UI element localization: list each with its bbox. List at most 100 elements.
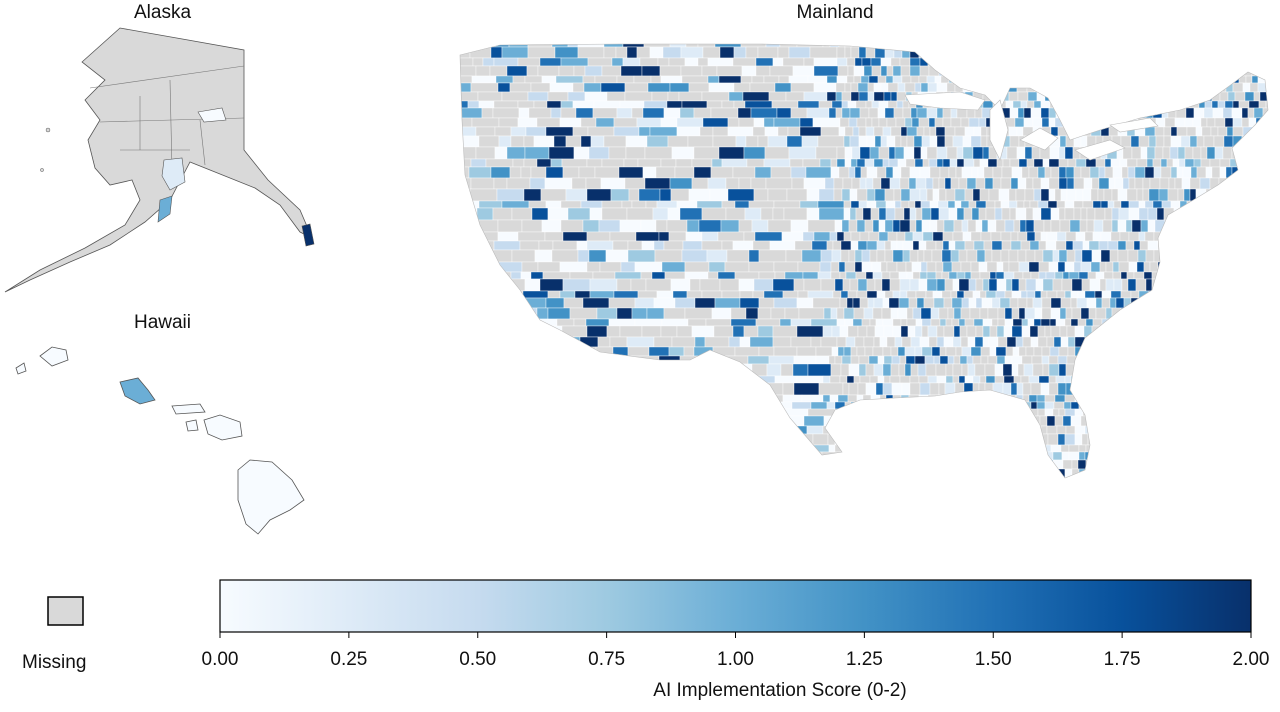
county bbox=[1180, 91, 1188, 102]
county bbox=[460, 57, 474, 67]
county bbox=[1155, 394, 1164, 403]
county bbox=[1224, 100, 1234, 109]
county bbox=[787, 126, 801, 137]
county bbox=[479, 307, 493, 320]
county bbox=[1265, 100, 1268, 109]
county bbox=[1239, 415, 1249, 427]
county bbox=[1212, 307, 1224, 320]
county bbox=[799, 126, 822, 137]
county bbox=[945, 433, 956, 446]
county bbox=[994, 375, 1005, 384]
county bbox=[1150, 318, 1159, 327]
county bbox=[607, 355, 636, 365]
county bbox=[1119, 231, 1130, 242]
county bbox=[573, 318, 587, 327]
county bbox=[803, 91, 828, 102]
county bbox=[1243, 177, 1255, 190]
county bbox=[1091, 107, 1101, 119]
county bbox=[1006, 468, 1014, 478]
county bbox=[656, 394, 685, 403]
alaska-shape bbox=[4, 27, 313, 293]
county bbox=[846, 297, 854, 309]
county bbox=[964, 240, 975, 251]
county bbox=[1084, 290, 1096, 299]
county bbox=[975, 46, 987, 59]
county bbox=[836, 75, 848, 84]
county bbox=[1021, 459, 1031, 470]
county bbox=[609, 336, 628, 348]
county bbox=[1144, 451, 1153, 461]
county bbox=[751, 75, 765, 84]
county bbox=[1252, 188, 1264, 202]
county bbox=[1174, 480, 1182, 492]
county bbox=[1261, 325, 1268, 338]
county bbox=[1138, 200, 1146, 209]
county bbox=[1133, 346, 1142, 357]
county bbox=[1198, 363, 1209, 377]
county bbox=[1040, 290, 1048, 299]
county bbox=[1234, 207, 1246, 221]
county bbox=[1098, 363, 1107, 377]
county bbox=[867, 91, 875, 102]
county bbox=[928, 65, 940, 77]
county bbox=[1225, 346, 1233, 357]
county bbox=[1092, 408, 1102, 417]
county bbox=[1144, 75, 1154, 84]
county bbox=[1129, 82, 1141, 93]
county bbox=[1106, 459, 1115, 470]
county bbox=[864, 401, 876, 410]
county bbox=[936, 82, 948, 93]
county bbox=[588, 249, 607, 263]
county bbox=[561, 325, 588, 338]
county bbox=[953, 65, 963, 77]
county bbox=[668, 231, 687, 242]
county bbox=[1092, 459, 1102, 470]
county bbox=[975, 325, 984, 338]
county bbox=[633, 451, 656, 461]
county bbox=[654, 451, 672, 461]
county bbox=[764, 126, 779, 137]
alaska-title: Alaska bbox=[133, 2, 192, 23]
county bbox=[748, 261, 775, 273]
county bbox=[684, 271, 709, 280]
county bbox=[900, 135, 908, 148]
county bbox=[940, 459, 951, 470]
county bbox=[460, 271, 466, 280]
county bbox=[1056, 200, 1066, 209]
county bbox=[1120, 271, 1128, 280]
county bbox=[884, 401, 892, 410]
county bbox=[738, 177, 752, 190]
county bbox=[1054, 394, 1066, 403]
county bbox=[818, 382, 844, 396]
county bbox=[842, 177, 853, 190]
county bbox=[779, 44, 798, 48]
missing-label: Missing bbox=[22, 652, 87, 673]
county bbox=[1092, 346, 1100, 357]
county bbox=[949, 415, 961, 427]
alaska-region-anchorage bbox=[161, 157, 186, 191]
county bbox=[960, 394, 968, 403]
county bbox=[908, 200, 916, 209]
county bbox=[882, 480, 889, 492]
county bbox=[1252, 408, 1263, 417]
county bbox=[1128, 200, 1140, 209]
county bbox=[475, 297, 499, 309]
county bbox=[987, 65, 997, 77]
county bbox=[806, 425, 824, 435]
county bbox=[972, 382, 980, 396]
county bbox=[1271, 58, 1278, 66]
county bbox=[906, 290, 917, 299]
county bbox=[460, 135, 480, 148]
county bbox=[889, 278, 901, 292]
county bbox=[640, 219, 657, 233]
county bbox=[1193, 200, 1204, 209]
county bbox=[829, 394, 839, 403]
county bbox=[1239, 200, 1247, 209]
county bbox=[1243, 401, 1255, 410]
county bbox=[828, 355, 836, 365]
county bbox=[840, 459, 852, 470]
county bbox=[914, 158, 924, 168]
county bbox=[874, 188, 886, 202]
county bbox=[996, 415, 1008, 427]
county bbox=[1179, 408, 1189, 417]
